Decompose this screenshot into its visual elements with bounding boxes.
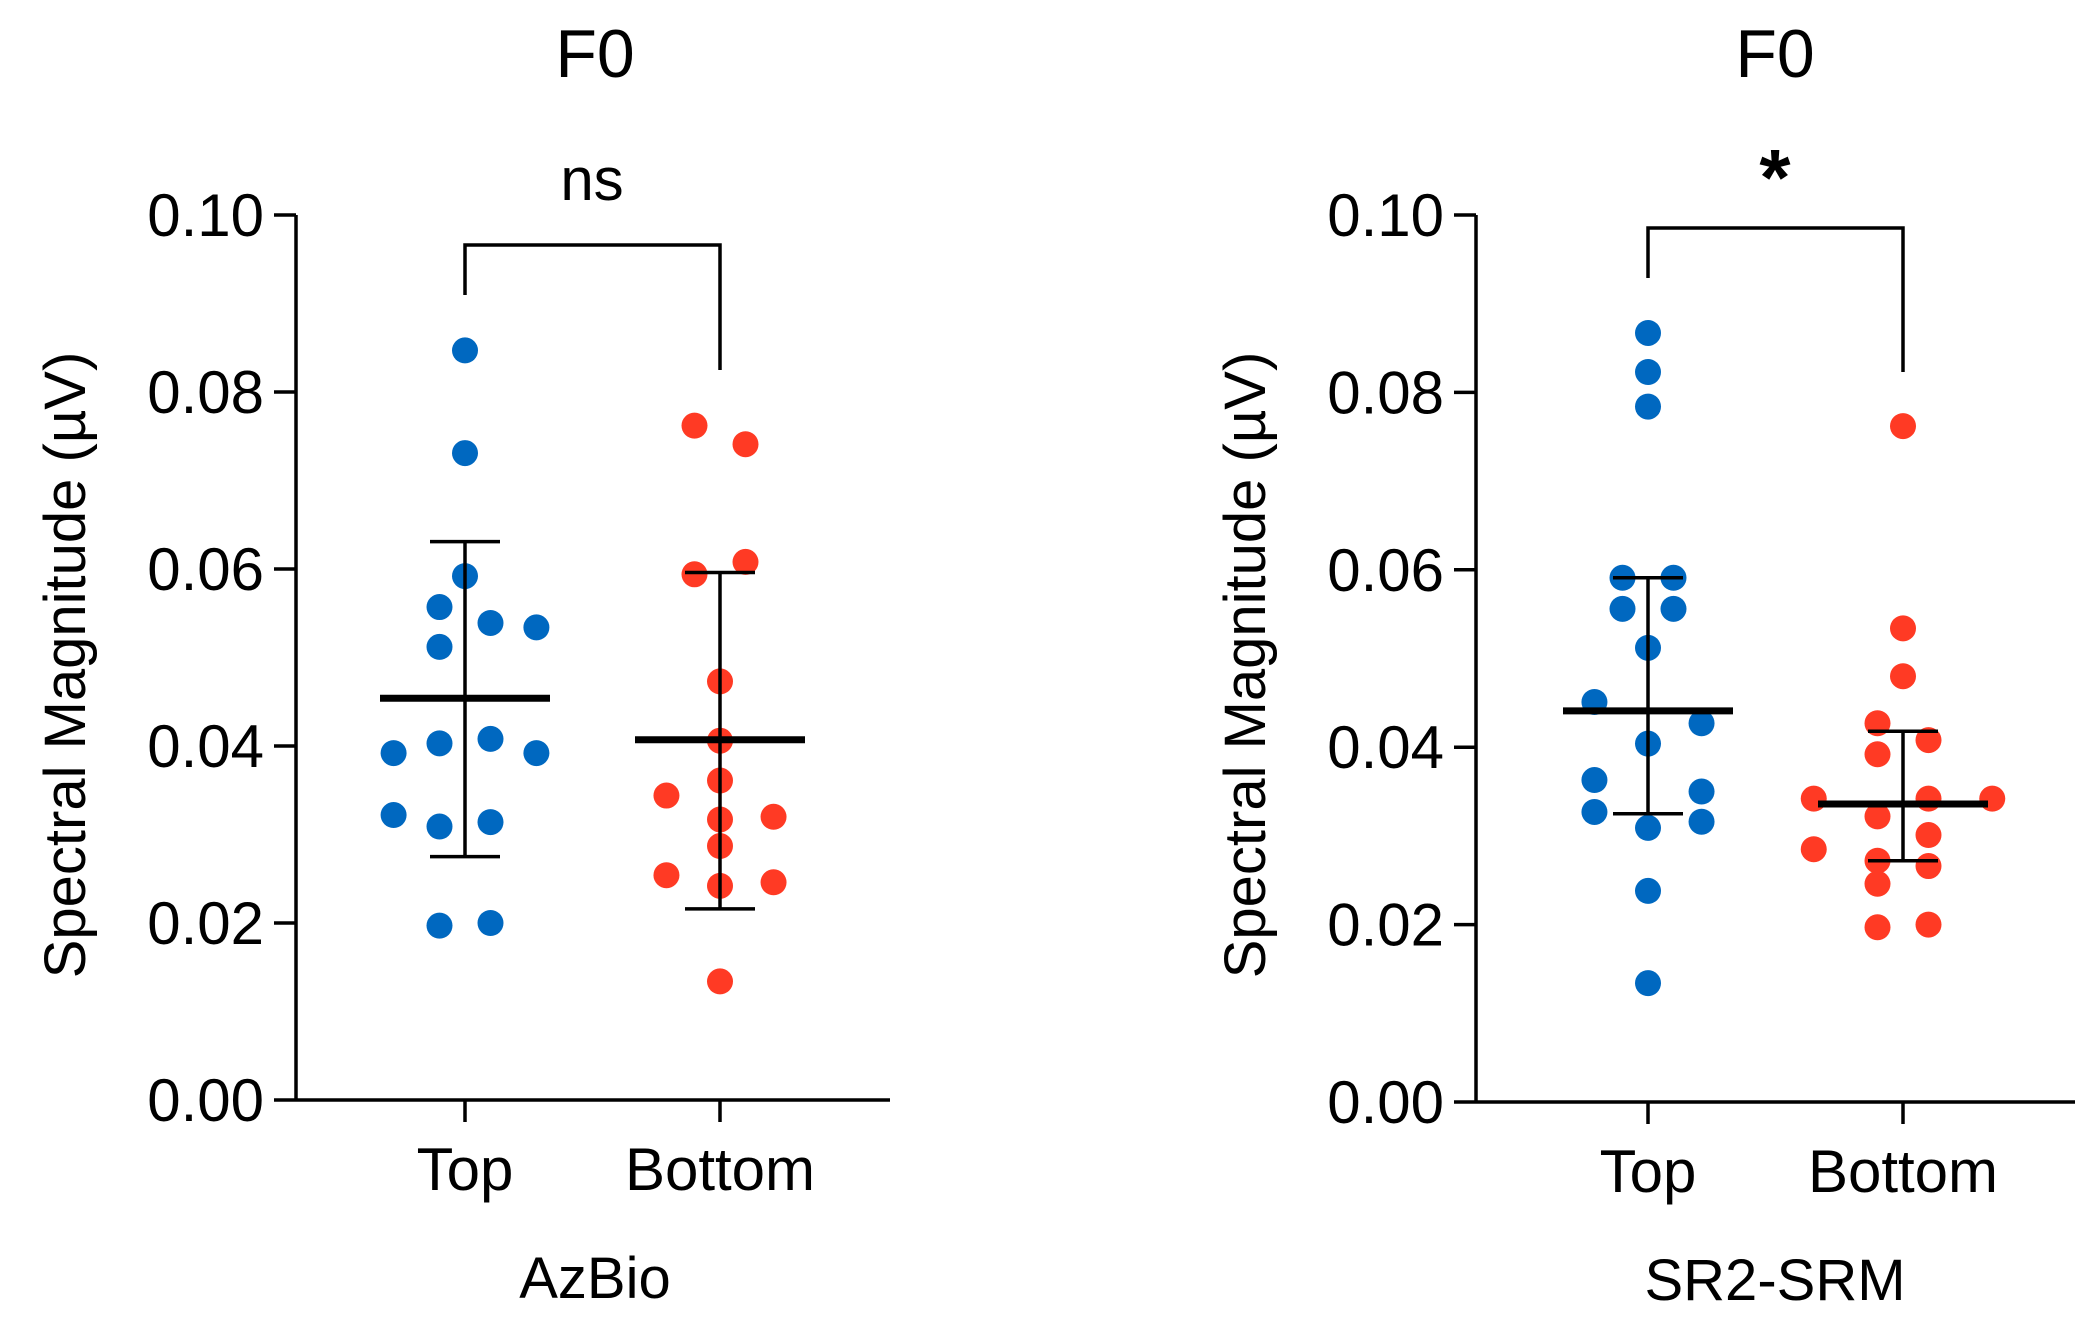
data-point-bottom-9 (760, 803, 787, 830)
data-point-top-12 (1688, 778, 1715, 805)
data-point-top-13 (477, 809, 504, 836)
data-point-bottom-2 (1890, 663, 1916, 690)
y-tick-label: 0.06 (147, 536, 264, 603)
data-point-top-11 (380, 802, 407, 829)
data-point-top-2 (1635, 393, 1661, 420)
y-tick-label: 0.00 (1327, 1069, 1444, 1136)
x-tick-label-bottom: Bottom (1808, 1138, 1998, 1205)
significance-label: ns (560, 146, 623, 213)
data-point-top-17 (1635, 970, 1661, 997)
x-tick-label-top: Top (1600, 1138, 1697, 1205)
data-point-bottom-13 (1915, 853, 1942, 880)
x-tick-label-bottom: Bottom (625, 1136, 815, 1203)
y-tick-label: 0.00 (147, 1067, 264, 1134)
data-point-top-6 (426, 633, 453, 660)
y-tick-label: 0.04 (147, 713, 264, 780)
data-point-top-5 (1609, 595, 1636, 622)
data-point-bottom-9 (1864, 803, 1891, 830)
chart-sr2-srm: F0 Spectral Magnitude (µV) Top Bottom SR… (1213, 16, 2075, 1313)
data-point-top-14 (426, 912, 453, 939)
x-axis-title: AzBio (519, 1246, 671, 1311)
data-point-top-14 (1635, 814, 1661, 841)
data-point-bottom-1 (732, 431, 759, 458)
y-axis-title: Spectral Magnitude (µV) (1213, 352, 1278, 979)
data-point-top-12 (426, 813, 453, 840)
y-axis-title: Spectral Magnitude (µV) (33, 352, 98, 979)
data-point-top-10 (523, 740, 550, 767)
data-point-bottom-11 (1800, 836, 1827, 863)
data-point-bottom-13 (760, 869, 787, 896)
significance-label: * (1759, 133, 1791, 222)
data-point-top-4 (477, 609, 504, 636)
data-point-top-0 (452, 337, 478, 364)
chart-azbio: F0 Spectral Magnitude (µV) Top Bottom Az… (33, 16, 890, 1311)
significance-bracket (1646, 226, 1905, 372)
data-point-bottom-11 (653, 862, 680, 889)
data-point-top-15 (1688, 808, 1715, 835)
data-point-bottom-2 (732, 548, 759, 575)
data-point-top-16 (1635, 877, 1661, 904)
data-point-top-1 (1635, 358, 1661, 385)
data-point-bottom-14 (707, 968, 733, 995)
data-point-bottom-3 (681, 561, 708, 588)
data-point-bottom-7 (1915, 785, 1942, 812)
y-tick-label: 0.10 (147, 182, 264, 249)
data-point-bottom-16 (1915, 911, 1942, 938)
data-point-top-15 (477, 910, 504, 936)
significance-bracket (463, 243, 722, 370)
data-point-top-5 (523, 614, 550, 641)
y-tick-label: 0.04 (1327, 714, 1444, 781)
data-point-bottom-0 (1890, 413, 1916, 440)
data-point-bottom-0 (681, 412, 708, 439)
y-tick-label: 0.10 (1327, 182, 1444, 249)
data-point-bottom-8 (1979, 785, 2006, 812)
data-point-bottom-14 (1864, 870, 1891, 897)
data-point-top-11 (1581, 767, 1608, 794)
y-tick-label: 0.08 (1327, 359, 1444, 426)
data-point-bottom-4 (1915, 727, 1942, 754)
data-point-bottom-5 (1864, 741, 1891, 768)
data-point-top-10 (1688, 710, 1715, 737)
x-axis-title: SR2-SRM (1644, 1248, 1905, 1313)
data-point-top-8 (477, 725, 504, 752)
chart-title: F0 (555, 16, 634, 92)
chart-title: F0 (1735, 16, 1814, 92)
y-tick-label: 0.02 (1327, 892, 1444, 959)
data-point-bottom-7 (653, 782, 680, 809)
data-point-bottom-15 (1864, 914, 1891, 941)
data-point-top-9 (380, 740, 407, 767)
data-point-top-7 (426, 730, 453, 757)
data-point-bottom-6 (1800, 785, 1827, 812)
data-point-bottom-10 (1915, 822, 1942, 849)
y-tick-label: 0.06 (1327, 537, 1444, 604)
x-tick-label-top: Top (417, 1136, 514, 1203)
data-point-bottom-1 (1890, 615, 1916, 642)
y-tick-label: 0.02 (147, 890, 264, 957)
data-point-top-0 (1635, 319, 1661, 346)
data-point-top-3 (426, 594, 453, 621)
data-point-top-13 (1581, 798, 1608, 825)
data-point-top-1 (452, 440, 478, 467)
y-tick-label: 0.08 (147, 359, 264, 426)
data-point-top-6 (1660, 595, 1687, 622)
